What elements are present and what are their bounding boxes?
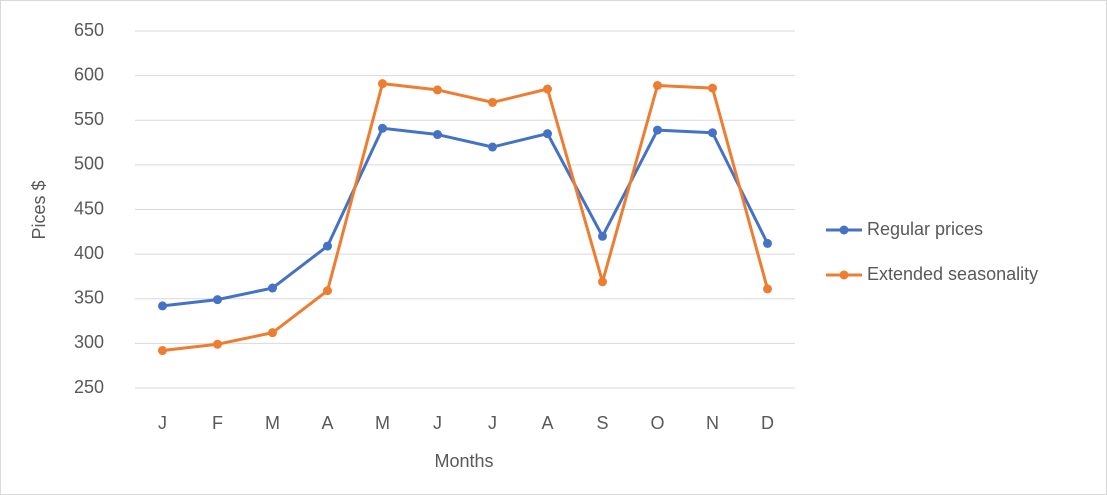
data-point: [653, 125, 662, 135]
y-tick-label: 550: [74, 109, 104, 129]
y-tick-label: 300: [74, 332, 104, 352]
data-point: [488, 142, 497, 152]
x-tick-label: O: [650, 413, 664, 433]
x-tick-label: J: [158, 413, 167, 433]
x-tick-label: D: [761, 413, 774, 433]
data-point: [708, 83, 717, 93]
data-point: [433, 130, 442, 140]
data-point: [158, 301, 167, 311]
x-tick-label: J: [488, 413, 497, 433]
data-point: [488, 97, 497, 107]
x-tick-label: M: [375, 413, 390, 433]
y-tick-label: 400: [74, 243, 104, 263]
data-point: [158, 346, 167, 356]
x-tick-label: F: [212, 413, 223, 433]
y-tick-label: 500: [74, 154, 104, 174]
data-point: [763, 284, 772, 294]
data-point: [378, 79, 387, 89]
x-tick-label: S: [596, 413, 608, 433]
y-tick-label: 600: [74, 64, 104, 84]
y-tick-label: 250: [74, 377, 104, 397]
x-tick-label: M: [265, 413, 280, 433]
data-point: [598, 277, 607, 287]
y-axis-label: Pices $: [29, 180, 49, 239]
data-point: [323, 241, 332, 251]
legend-label: Extended seasonality: [867, 264, 1038, 284]
data-point: [543, 84, 552, 94]
y-tick-label: 450: [74, 198, 104, 218]
y-tick-label: 350: [74, 288, 104, 308]
legend-label: Regular prices: [867, 219, 983, 239]
data-point: [543, 129, 552, 139]
data-point: [433, 85, 442, 95]
data-point: [708, 128, 717, 138]
legend-marker: [839, 270, 849, 280]
data-point: [378, 123, 387, 133]
data-point: [213, 339, 222, 349]
x-tick-label: A: [321, 413, 333, 433]
x-tick-label: N: [706, 413, 719, 433]
data-point: [268, 328, 277, 338]
x-tick-label: J: [433, 413, 442, 433]
data-point: [213, 295, 222, 305]
x-axis-label: Months: [434, 451, 493, 471]
x-tick-label: A: [541, 413, 553, 433]
data-point: [653, 80, 662, 90]
data-point: [268, 283, 277, 293]
data-point: [323, 286, 332, 296]
data-point: [598, 231, 607, 241]
series-line: [162, 82, 769, 353]
y-tick-label: 650: [74, 20, 104, 40]
data-point: [763, 238, 772, 248]
series-line: [162, 126, 769, 308]
legend-marker: [839, 225, 849, 235]
